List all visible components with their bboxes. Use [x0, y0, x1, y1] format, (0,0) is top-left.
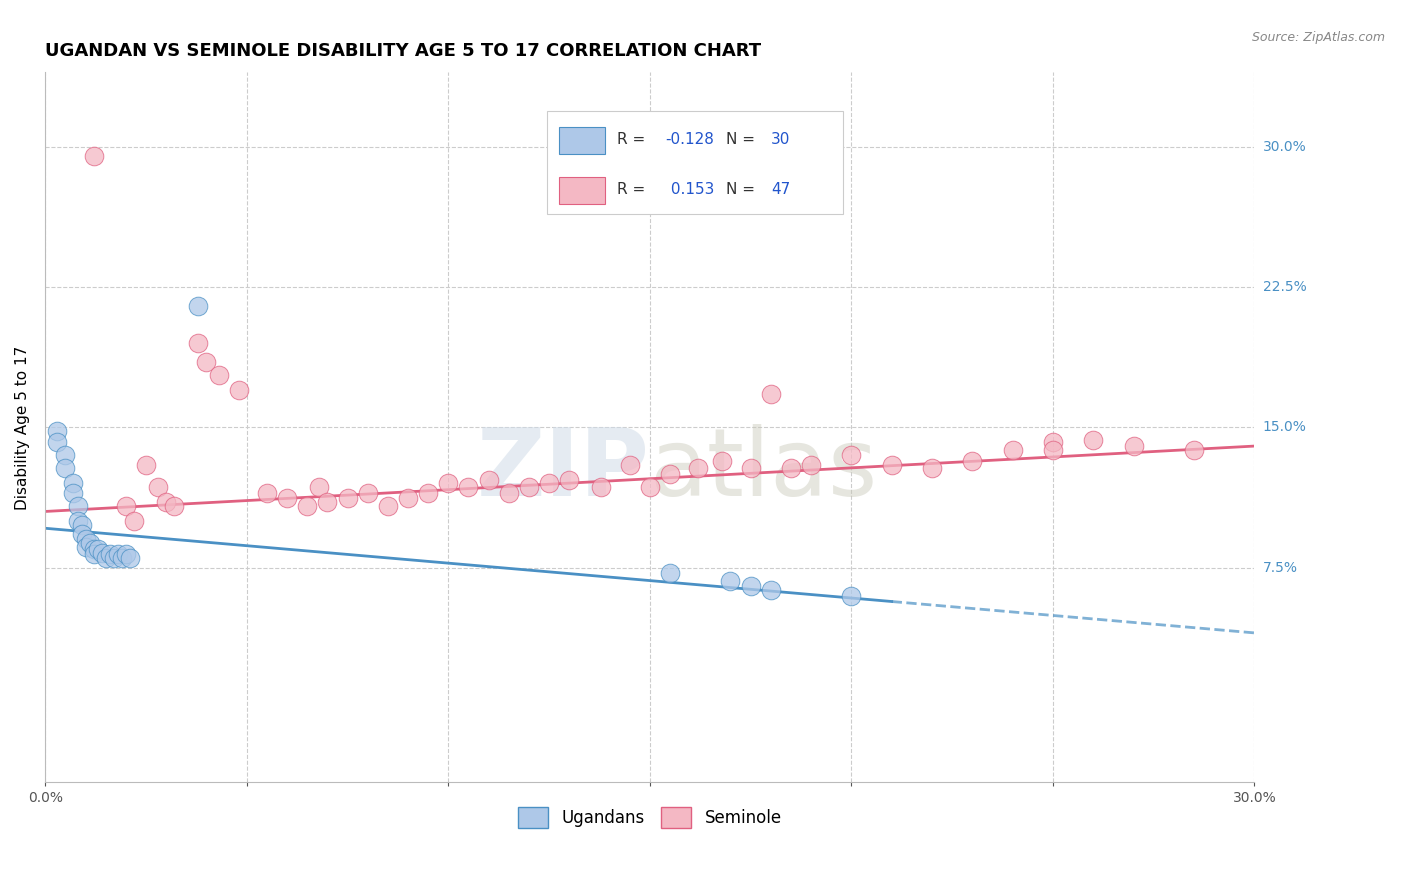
Point [538, 476, 561, 491]
Point [740, 461, 762, 475]
Point [75, 540, 97, 554]
Point [98, 548, 121, 562]
Text: -0.128: -0.128 [665, 132, 714, 147]
Point [1182, 442, 1205, 457]
Point [800, 458, 823, 472]
Point [962, 454, 984, 468]
Point [558, 473, 581, 487]
Point [115, 499, 138, 513]
Point [659, 566, 682, 581]
Point [256, 485, 278, 500]
Text: 0.153: 0.153 [665, 182, 714, 197]
Point [55, 449, 77, 463]
Point [62, 485, 84, 500]
Point [759, 386, 782, 401]
Text: 15.0%: 15.0% [1263, 420, 1306, 434]
Point [195, 355, 218, 369]
Point [146, 480, 169, 494]
Text: UGANDAN VS SEMINOLE DISABILITY AGE 5 TO 17 CORRELATION CHART: UGANDAN VS SEMINOLE DISABILITY AGE 5 TO … [45, 42, 762, 60]
Point [780, 461, 803, 475]
Point [83, 149, 105, 163]
Point [118, 551, 141, 566]
Point [720, 574, 742, 588]
Point [659, 467, 682, 481]
Point [66, 499, 89, 513]
Point [163, 499, 186, 513]
Point [155, 495, 177, 509]
Text: R =: R = [617, 182, 645, 197]
Point [396, 491, 419, 506]
Point [94, 551, 117, 566]
Point [740, 579, 762, 593]
Point [297, 499, 319, 513]
Point [228, 383, 250, 397]
Point [46, 435, 69, 450]
Point [437, 476, 460, 491]
Point [841, 449, 863, 463]
Text: Source: ZipAtlas.com: Source: ZipAtlas.com [1251, 31, 1385, 45]
Point [103, 551, 125, 566]
Text: 7.5%: 7.5% [1263, 560, 1298, 574]
Point [1042, 442, 1064, 457]
Text: 47: 47 [770, 182, 790, 197]
Point [841, 589, 863, 603]
Point [619, 458, 641, 472]
Point [70, 517, 93, 532]
Point [1122, 439, 1144, 453]
Point [90, 545, 112, 559]
Point [377, 499, 399, 513]
Point [1042, 435, 1064, 450]
Point [1083, 434, 1105, 448]
Point [880, 458, 903, 472]
Text: ZIP: ZIP [477, 424, 650, 516]
Point [107, 548, 129, 562]
Point [638, 480, 661, 494]
Point [517, 480, 540, 494]
Text: 30: 30 [770, 132, 790, 147]
Point [79, 536, 101, 550]
Point [759, 582, 782, 597]
Point [135, 458, 157, 472]
Text: 30.0%: 30.0% [1263, 140, 1306, 154]
Point [122, 514, 145, 528]
Point [336, 491, 359, 506]
Point [1001, 442, 1024, 457]
Text: 22.5%: 22.5% [1263, 280, 1306, 294]
Point [55, 461, 77, 475]
Legend: Ugandans, Seminole: Ugandans, Seminole [512, 801, 789, 834]
Point [418, 485, 440, 500]
Point [688, 461, 710, 475]
Y-axis label: Disability Age 5 to 17: Disability Age 5 to 17 [15, 345, 30, 509]
Point [86, 541, 108, 556]
Point [921, 461, 943, 475]
Point [357, 485, 380, 500]
Text: N =: N = [725, 182, 755, 197]
Point [83, 548, 105, 562]
Point [187, 299, 209, 313]
Point [46, 424, 69, 438]
Point [276, 491, 298, 506]
Point [187, 336, 209, 351]
Point [498, 485, 520, 500]
FancyBboxPatch shape [547, 112, 844, 214]
Point [457, 480, 479, 494]
Point [62, 476, 84, 491]
Point [591, 480, 613, 494]
Text: N =: N = [725, 132, 755, 147]
Point [207, 368, 229, 382]
Point [66, 514, 89, 528]
Point [711, 454, 734, 468]
Point [75, 533, 97, 547]
Point [478, 473, 501, 487]
Text: atlas: atlas [650, 424, 879, 516]
Point [308, 480, 330, 494]
Point [83, 541, 105, 556]
Point [115, 548, 138, 562]
Bar [560, 127, 605, 154]
Text: R =: R = [617, 132, 645, 147]
Point [316, 495, 339, 509]
Point [70, 527, 93, 541]
Bar [560, 177, 605, 203]
Point [111, 551, 134, 566]
